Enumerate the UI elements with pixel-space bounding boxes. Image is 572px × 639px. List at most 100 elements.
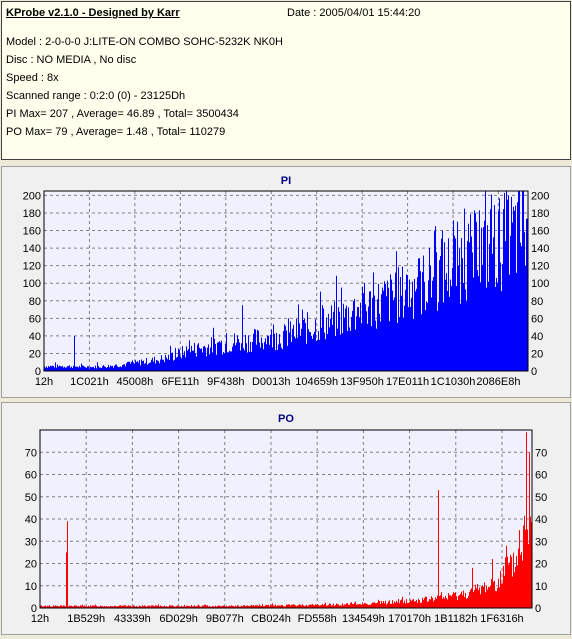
pi-ytick-left: 100 <box>23 278 41 290</box>
po-bar <box>207 605 208 608</box>
pi-bar <box>439 260 440 371</box>
po-bar <box>495 590 496 608</box>
po-bar <box>137 606 138 608</box>
po-bar <box>231 605 232 608</box>
po-bar <box>408 602 409 608</box>
po-bar <box>123 605 124 608</box>
po-bar <box>455 592 456 608</box>
pi-bar <box>342 333 343 371</box>
po-bar <box>347 602 348 608</box>
pi-bar <box>459 248 460 371</box>
pi-bar <box>228 352 229 371</box>
pi-bar <box>412 281 413 371</box>
po-bar <box>334 605 335 608</box>
po-bar <box>133 605 134 608</box>
po-bar <box>441 592 442 608</box>
po-bar <box>43 606 44 608</box>
pi-bar <box>47 367 48 371</box>
po-bar <box>351 602 352 608</box>
po-bar <box>342 603 343 608</box>
pi-bar <box>330 318 331 371</box>
pi-ytick-left: 0 <box>35 366 41 378</box>
po-bar <box>107 606 108 608</box>
pi-bar <box>51 366 52 371</box>
pi-bar <box>254 328 255 371</box>
pi-bar <box>298 304 299 371</box>
po-bar <box>248 606 249 608</box>
pi-xtick: 12h <box>35 376 53 388</box>
po-bar <box>449 595 450 608</box>
pi-bar <box>423 255 424 371</box>
po-bar <box>216 606 217 608</box>
pi-ytick-left: 180 <box>23 208 41 220</box>
po-bar <box>66 552 67 608</box>
pi-bar <box>430 265 431 371</box>
pi-bar <box>382 287 383 371</box>
po-bar <box>253 605 254 608</box>
pi-bar <box>229 350 230 371</box>
pi-bar <box>157 360 158 371</box>
pi-bar <box>78 367 79 371</box>
pi-bar <box>265 338 266 371</box>
pi-bar <box>455 238 456 371</box>
pi-bar <box>444 242 445 371</box>
po-bar <box>503 565 504 608</box>
po-bar <box>460 593 461 608</box>
po-bar <box>118 606 119 608</box>
pi-bar <box>68 365 69 371</box>
pi-bar <box>123 364 124 371</box>
pi-plot-border <box>43 190 529 372</box>
po-bar <box>213 606 214 608</box>
pi-bar <box>204 345 205 371</box>
pi-bar <box>416 288 417 371</box>
pi-bar <box>133 362 134 371</box>
pi-bar <box>208 344 209 371</box>
pi-bar <box>326 317 327 371</box>
pi-bar <box>467 240 468 371</box>
pi-ytick-right: 140 <box>531 243 549 255</box>
pi-bar <box>48 365 49 371</box>
pi-bar <box>50 365 51 371</box>
pi-bar <box>186 346 187 371</box>
pi-bar <box>79 365 80 371</box>
pi-bar <box>328 314 329 371</box>
po-bar <box>354 602 355 608</box>
model-line: Model : 2-0-0-0 J:LITE-ON COMBO SOHC-523… <box>6 36 283 48</box>
pi-bar <box>80 367 81 371</box>
po-bar <box>68 606 69 608</box>
po-bar <box>89 606 90 608</box>
po-bar <box>432 597 433 608</box>
pi-bar <box>463 282 464 371</box>
po-bar <box>522 560 523 608</box>
po-bar <box>521 551 522 608</box>
po-bar <box>464 597 465 608</box>
po-bar <box>317 604 318 608</box>
po-bar <box>438 490 439 608</box>
po-bar <box>65 606 66 608</box>
po-bar <box>219 605 220 608</box>
po-bar <box>109 606 110 608</box>
po-bar <box>314 605 315 608</box>
pi-xtick: D0013h <box>252 376 291 388</box>
pi-bar <box>385 283 386 371</box>
pi-bar <box>243 348 244 371</box>
pi-bar <box>281 347 282 371</box>
pi-bar <box>485 191 486 371</box>
po-bar <box>141 606 142 608</box>
pi-bar <box>390 274 391 371</box>
po-bar <box>186 605 187 608</box>
po-bar <box>285 606 286 608</box>
pi-bar <box>457 221 458 371</box>
po-bar <box>194 605 195 608</box>
pi-bar <box>320 291 321 371</box>
pi-bar <box>205 347 206 371</box>
po-ytick-right: 70 <box>535 447 547 459</box>
pi-bar <box>370 291 371 371</box>
po-bar <box>212 606 213 608</box>
po-bar <box>228 606 229 608</box>
pi-bar <box>333 311 334 371</box>
po-bar <box>169 605 170 608</box>
pi-bar <box>74 335 75 371</box>
pi-bar <box>179 349 180 371</box>
po-bar <box>108 606 109 608</box>
